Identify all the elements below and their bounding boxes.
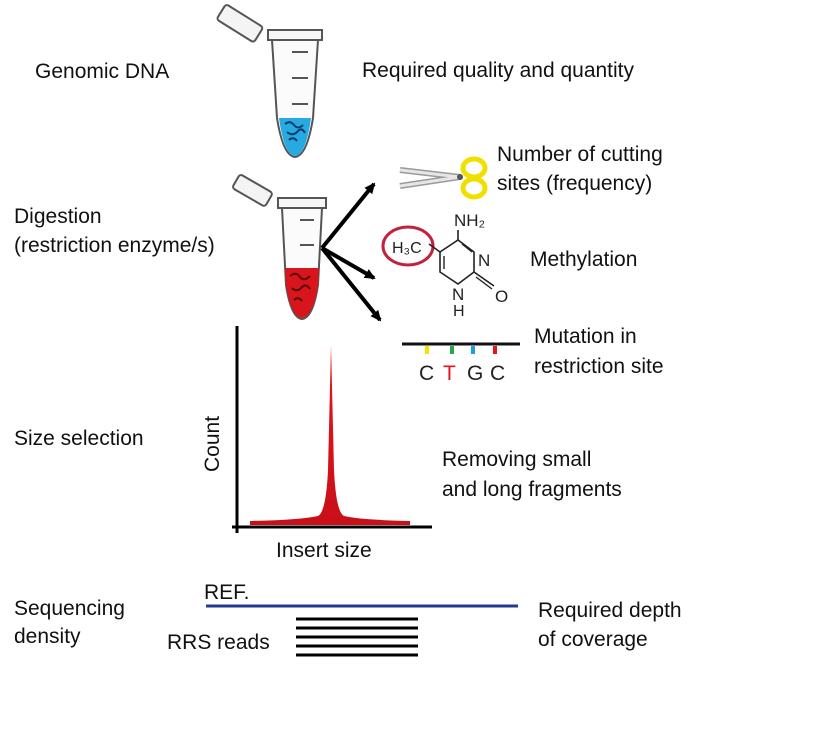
arrow-to-cutting-sites (320, 182, 376, 250)
sequencing-density (206, 604, 518, 657)
ref-label: REF. (204, 581, 250, 604)
step-sequencing-density: density (14, 625, 81, 648)
plot-ylabel: Count (201, 416, 224, 472)
note-mutation-2: restriction site (534, 355, 664, 378)
scissors-icon (399, 156, 488, 200)
carbonyl-oxygen-label: O (495, 287, 508, 306)
note-removing-2: and long fragments (442, 478, 622, 501)
methyl-group-label: H₃C (392, 240, 422, 257)
dna-sample-blue (279, 118, 311, 156)
amine-label: NH₂ (454, 211, 485, 230)
size-selection-plot: Count (201, 326, 432, 533)
restriction-site: C T G C (402, 342, 520, 385)
note-depth-1: Required depth (538, 599, 682, 622)
site-base-3: G (467, 362, 483, 385)
arrow-to-mutation (320, 246, 382, 322)
step-sequencing: Sequencing (14, 597, 125, 620)
ring-nitrogen-label: N (478, 251, 490, 270)
step-genomic-dna: Genomic DNA (35, 60, 170, 83)
arrow-to-methylation (321, 246, 376, 280)
rrs-reads (296, 617, 418, 657)
plot-xlabel: Insert size (276, 539, 372, 562)
tube-genomic-dna-icon (216, 4, 323, 159)
step-size-selection: Size selection (14, 427, 144, 450)
tube-digestion-icon (232, 174, 327, 321)
dna-sample-red (285, 268, 319, 318)
size-peak (250, 345, 410, 525)
site-base-4: C (490, 362, 505, 385)
site-base-1: C (419, 362, 434, 385)
nh-nitrogen-label: N (452, 285, 464, 304)
note-mutation-1: Mutation in (534, 325, 637, 348)
note-depth-2: of coverage (538, 628, 648, 651)
step-digestion-detail: (restriction enzyme/s) (14, 234, 215, 257)
nh-hydrogen-label: H (453, 303, 465, 320)
note-removing-1: Removing small (442, 448, 592, 471)
reads-label: RRS reads (167, 631, 270, 654)
note-cutting-1: Number of cutting (497, 143, 663, 166)
methylcytosine-structure: H₃C NH₂ N O N H (381, 211, 508, 320)
note-quality: Required quality and quantity (362, 59, 635, 82)
site-base-2: T (443, 362, 456, 385)
note-cutting-2: sites (frequency) (497, 172, 653, 195)
note-methylation: Methylation (530, 248, 638, 271)
step-digestion: Digestion (14, 205, 102, 228)
